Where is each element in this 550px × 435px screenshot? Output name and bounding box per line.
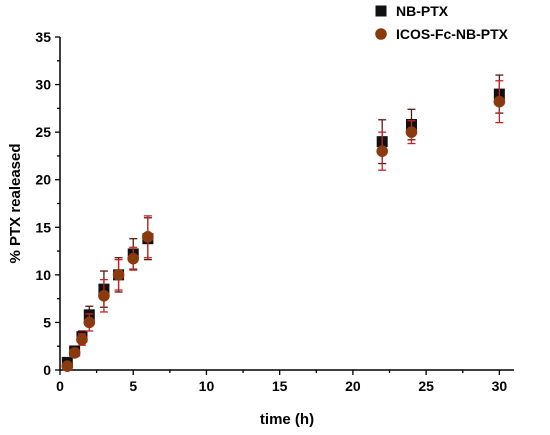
data-point <box>376 145 388 157</box>
data-point <box>493 95 506 108</box>
y-axis: 0 5 10 15 20 25 30 35 <box>35 29 60 378</box>
y-tick-label: 15 <box>35 219 51 235</box>
x-tick-label: 0 <box>56 378 64 394</box>
y-tick-label: 5 <box>43 314 51 330</box>
data-point <box>68 347 81 359</box>
legend-label: NB-PTX <box>396 3 449 19</box>
data-point <box>405 126 418 138</box>
data-point <box>142 231 154 243</box>
legend-marker <box>375 5 387 17</box>
x-axis-title: time (h) <box>260 411 314 428</box>
y-tick-label: 20 <box>35 172 51 188</box>
data-point <box>61 360 74 372</box>
data-point <box>112 269 125 281</box>
data-point <box>127 252 140 265</box>
legend-label: ICOS-Fc-NB-PTX <box>396 26 509 42</box>
legend-item: ICOS-Fc-NB-PTX <box>375 26 509 42</box>
x-tick-label: 25 <box>418 378 434 394</box>
data-point <box>98 289 110 302</box>
data-point <box>83 316 96 329</box>
x-tick-label: 15 <box>272 378 288 394</box>
x-axis: 0 5 10 15 20 25 30 <box>56 370 507 394</box>
series-layer <box>61 74 506 372</box>
y-tick-label: 25 <box>35 124 51 140</box>
y-tick-label: 0 <box>43 362 51 378</box>
y-tick-label: 35 <box>35 29 51 45</box>
legend-item: NB-PTX <box>375 3 449 19</box>
x-tick-label: 10 <box>199 378 215 394</box>
series-2 <box>61 80 506 372</box>
plot-area <box>59 37 514 371</box>
x-tick-label: 5 <box>129 378 137 394</box>
y-tick-label: 10 <box>35 267 51 283</box>
y-tick-label: 30 <box>35 77 51 93</box>
data-point <box>76 333 88 346</box>
y-axis-title: % PTX realeased <box>7 143 24 263</box>
x-tick-label: 30 <box>492 378 508 394</box>
series-1 <box>61 74 505 368</box>
x-tick-label: 20 <box>345 378 361 394</box>
legend-marker <box>375 28 387 40</box>
legend: NB-PTX ICOS-Fc-NB-PTX <box>375 3 509 42</box>
axis-frame <box>59 37 514 371</box>
